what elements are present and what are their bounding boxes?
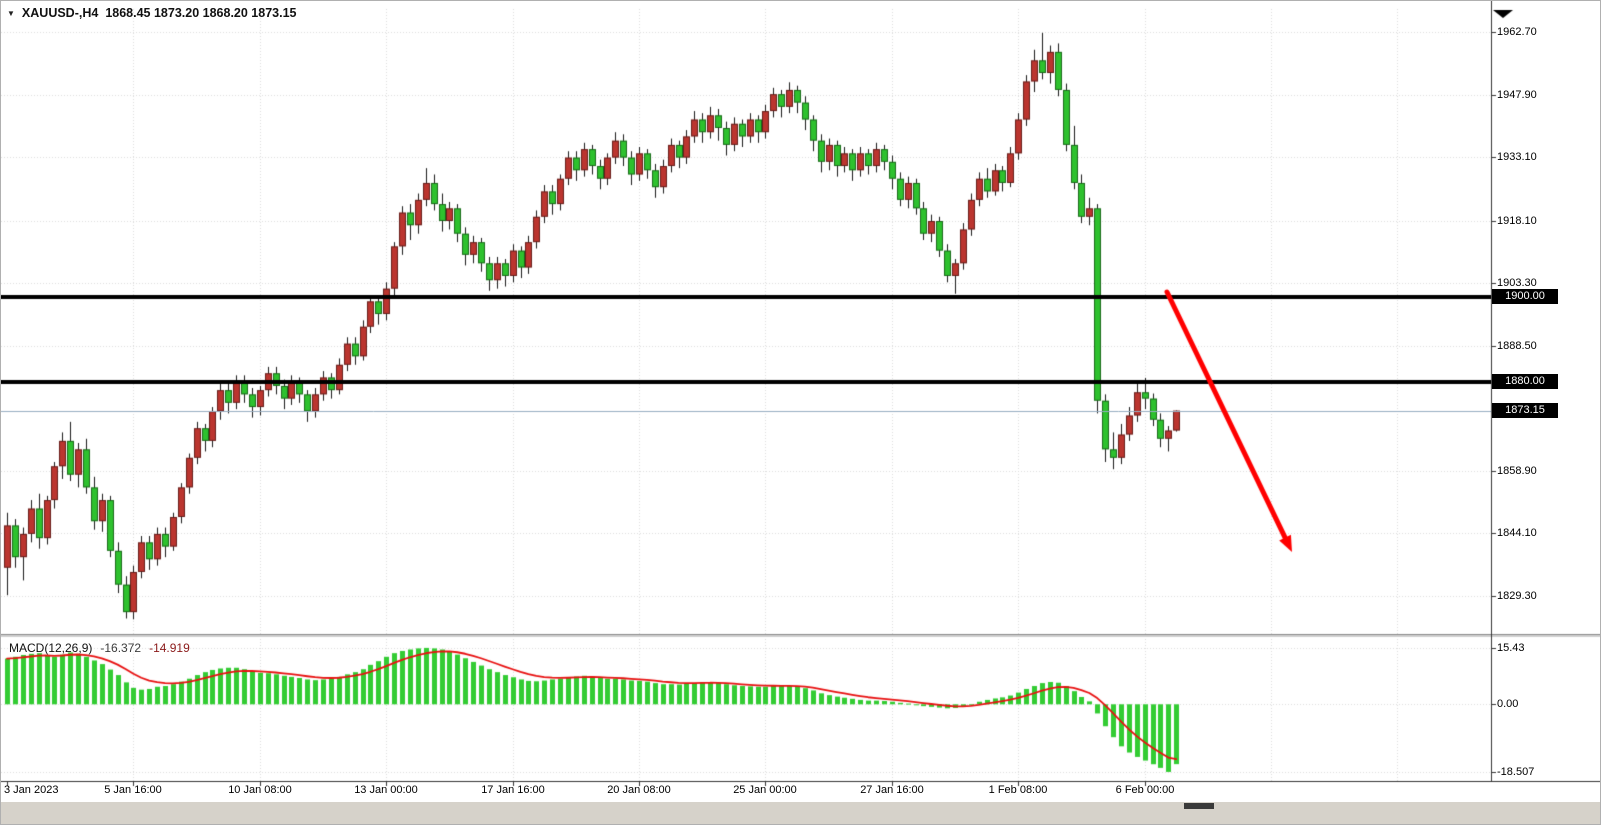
macd-axis-label: 15.43: [1497, 642, 1525, 654]
macd-indicator-label: MACD(12,26,9) -16.372 -14.919: [9, 641, 190, 655]
price-level-tag: 1900.00: [1492, 289, 1558, 304]
time-axis-label: 6 Feb 00:00: [1115, 784, 1175, 796]
time-axis-label: 20 Jan 08:00: [607, 784, 671, 796]
price-axis-label: 1962.70: [1497, 26, 1537, 38]
price-axis-label: 1858.90: [1497, 465, 1537, 477]
price-axis-label: 1888.50: [1497, 340, 1537, 352]
price-axis-label: 1918.10: [1497, 215, 1537, 227]
macd-name: MACD(12,26,9): [9, 641, 93, 655]
time-axis-label: 3 Jan 2023: [4, 784, 59, 796]
price-axis-label: 1947.90: [1497, 89, 1537, 101]
macd-main-value: -16.372: [100, 641, 142, 655]
price-axis-label: 1844.10: [1497, 527, 1537, 539]
scrollbar-thumb[interactable]: [1184, 803, 1214, 809]
price-axis-label: 1903.30: [1497, 277, 1537, 289]
time-axis-label: 13 Jan 00:00: [354, 784, 418, 796]
symbol-timeframe-label: XAUUSD-,H4: [21, 6, 99, 20]
time-axis-label: 25 Jan 00:00: [733, 784, 797, 796]
time-axis-label: 27 Jan 16:00: [860, 784, 924, 796]
chart-title: ▼ XAUUSD-,H4 1868.45 1873.20 1868.20 187…: [7, 6, 296, 20]
macd-signal-value: -14.919: [149, 641, 190, 655]
price-axis-label: 1933.10: [1497, 151, 1537, 163]
horizontal-scrollbar[interactable]: [1, 802, 1600, 824]
current-price-tag: 1873.15: [1492, 403, 1558, 418]
price-axis-label: 1829.30: [1497, 590, 1537, 602]
ohlc-values: 1868.45 1873.20 1868.20 1873.15: [105, 6, 297, 20]
time-axis-label: 1 Feb 08:00: [988, 784, 1048, 796]
symbol-dropdown-icon[interactable]: ▼: [7, 8, 15, 18]
macd-axis-label: 0.00: [1497, 698, 1519, 710]
time-axis-label: 10 Jan 08:00: [228, 784, 292, 796]
time-axis-label: 17 Jan 16:00: [481, 784, 545, 796]
time-axis-label: 5 Jan 16:00: [104, 784, 162, 796]
macd-axis-label: -18.507: [1497, 766, 1535, 778]
price-level-tag: 1880.00: [1492, 374, 1558, 389]
